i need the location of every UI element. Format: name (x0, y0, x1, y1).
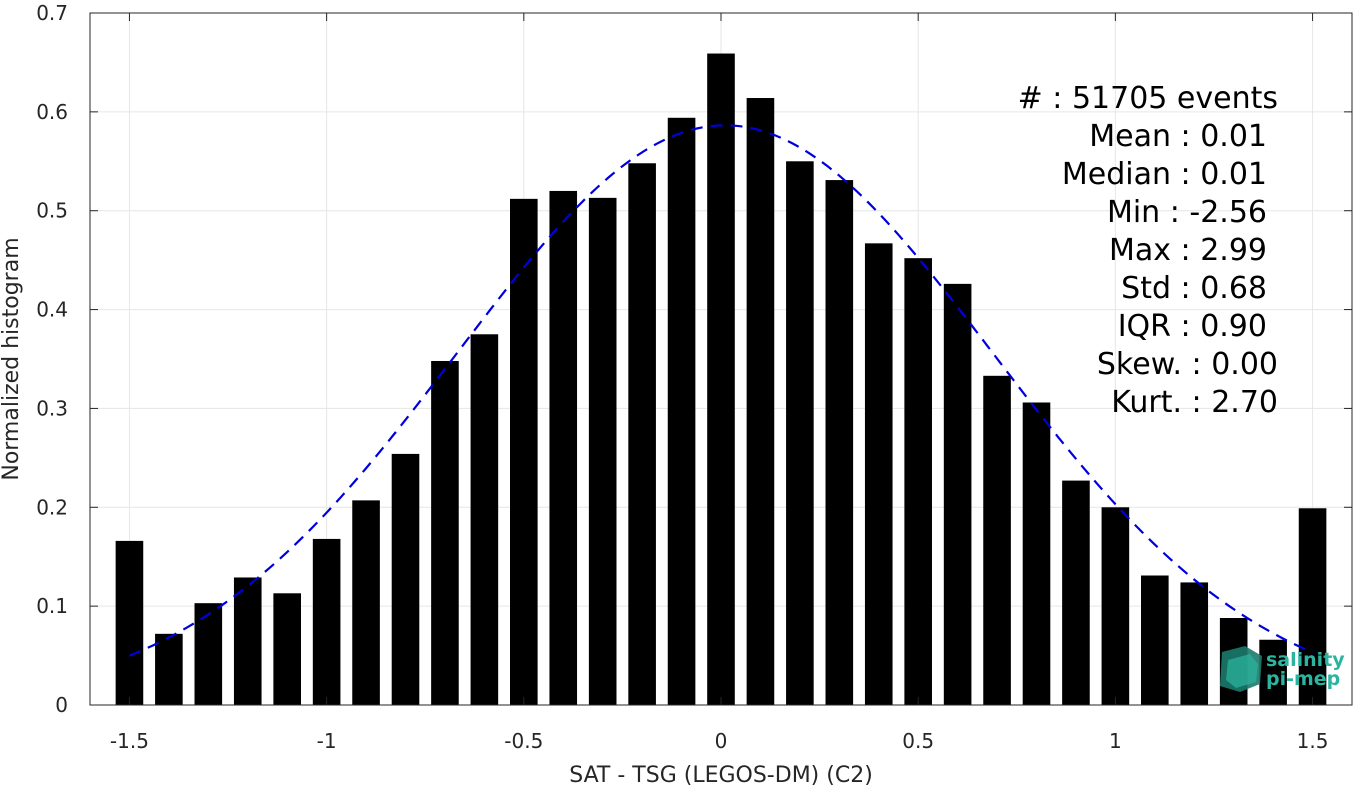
logo-cube-shade-icon (1226, 654, 1258, 688)
histogram-bar (470, 334, 499, 705)
histogram-bar (549, 190, 578, 705)
stats-line-mean: Mean : 0.01 (1089, 119, 1267, 154)
x-axis-label: SAT - TSG (LEGOS-DM) (C2) (569, 763, 873, 785)
stats-line-kurt: Kurt. : 2.70 (1111, 385, 1278, 420)
histogram-bar (194, 603, 223, 705)
histogram-bar (391, 453, 420, 705)
x-tick-labels: -1.5 -1 -0.5 0 0.5 1 1.5 (110, 729, 1329, 753)
stats-annotation: # : 51705 events Mean : 0.01 Median : 0.… (1018, 81, 1278, 420)
logo-text-pimep: pi-mep (1266, 668, 1340, 690)
histogram-bar (983, 375, 1011, 705)
histogram-bar (155, 633, 183, 705)
histogram-bar (312, 538, 341, 705)
histogram-bar (943, 283, 972, 705)
y-tick-label: 0 (55, 693, 68, 717)
histogram-bar (588, 197, 617, 705)
x-tick-label: 1.5 (1297, 729, 1329, 753)
y-axis-label: Normalized histogram (0, 237, 24, 480)
x-tick-label: -0.5 (504, 729, 543, 753)
y-tick-label: 0.5 (36, 199, 68, 223)
y-tick-label: 0.1 (36, 594, 68, 618)
x-tick-label: -1.5 (110, 729, 149, 753)
histogram-bar (115, 540, 144, 705)
x-tick-label: -1 (317, 729, 337, 753)
stats-line-max: Max : 2.99 (1109, 233, 1267, 268)
histogram-bar (1259, 639, 1287, 705)
histogram-bar (825, 180, 854, 705)
stats-line-events: # : 51705 events (1018, 81, 1278, 116)
histogram-bar (1141, 575, 1169, 705)
histogram-bar (273, 593, 301, 705)
axis-ticks (90, 12, 1352, 706)
stats-line-min: Min : -2.56 (1107, 195, 1267, 230)
x-tick-label: 0 (715, 729, 728, 753)
x-tick-label: 1 (1109, 729, 1122, 753)
bars (115, 53, 1327, 706)
y-tick-label: 0.7 (36, 1, 68, 25)
histogram-bar (1180, 582, 1209, 705)
x-tick-label: 0.5 (902, 729, 934, 753)
stats-line-iqr: IQR : 0.90 (1118, 309, 1267, 344)
histogram-bar (233, 577, 262, 705)
histogram-bar (1022, 402, 1051, 705)
histogram-bar (431, 360, 459, 705)
histogram-bar (904, 258, 932, 705)
logo-text-salinity: salinity (1266, 649, 1345, 671)
histogram-bar (352, 500, 380, 705)
histogram-bar (667, 117, 696, 705)
stats-line-median: Median : 0.01 (1062, 157, 1267, 192)
histogram-bar (1062, 480, 1090, 705)
y-tick-label: 0.4 (36, 298, 68, 322)
stats-line-skew: Skew. : 0.00 (1097, 347, 1278, 382)
y-tick-label: 0.3 (36, 396, 68, 420)
histogram-bar (786, 161, 814, 706)
stats-line-std: Std : 0.68 (1121, 271, 1267, 306)
histogram-bar (510, 198, 538, 705)
histogram-bar (864, 243, 893, 705)
salinity-pimep-logo: salinity pi-mep (1220, 646, 1345, 692)
histogram-bar (1298, 508, 1327, 705)
gaussian-fit-curve (129, 124, 1314, 657)
y-tick-label: 0.2 (36, 495, 68, 519)
y-tick-label: 0.6 (36, 100, 68, 124)
histogram-bar (628, 163, 656, 705)
histogram-bar (1101, 507, 1130, 705)
y-tick-labels: 0 0.1 0.2 0.3 0.4 0.5 0.6 0.7 (36, 1, 68, 717)
histogram-bar (746, 98, 775, 705)
histogram-bar (707, 53, 735, 705)
